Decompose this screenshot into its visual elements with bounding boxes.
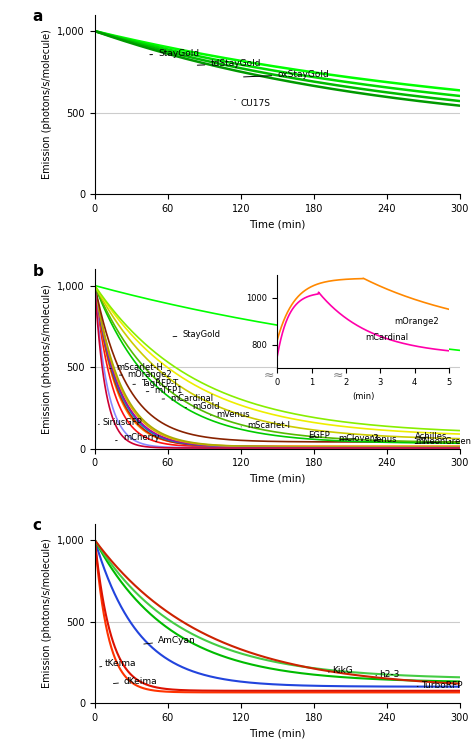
Text: TurboRFP: TurboRFP: [417, 681, 462, 690]
Text: tKeima: tKeima: [100, 659, 136, 668]
Text: Achilles: Achilles: [415, 432, 447, 441]
X-axis label: Time (min): Time (min): [249, 728, 305, 739]
Text: AmCyan: AmCyan: [144, 636, 196, 645]
Text: CU17S: CU17S: [235, 99, 271, 108]
Text: tdStayGold: tdStayGold: [197, 59, 261, 68]
Text: dKeima: dKeima: [113, 676, 158, 685]
Text: StayGold: StayGold: [173, 330, 220, 339]
Y-axis label: Emission (photons/s/molecule): Emission (photons/s/molecule): [42, 284, 52, 434]
Text: Venus: Venus: [372, 435, 398, 444]
Text: a: a: [33, 10, 43, 24]
Text: SiriusGFP: SiriusGFP: [99, 418, 142, 427]
Text: b: b: [33, 264, 44, 279]
Text: mOrange2: mOrange2: [119, 370, 172, 379]
X-axis label: Time (min): Time (min): [249, 474, 305, 484]
Text: c: c: [33, 519, 42, 534]
Text: TagRFP-T: TagRFP-T: [133, 379, 178, 388]
Text: h2-3: h2-3: [376, 670, 400, 679]
Text: mClover3: mClover3: [338, 434, 379, 443]
Text: EGFP: EGFP: [308, 431, 329, 440]
Text: KikG: KikG: [328, 666, 353, 675]
Text: mGold: mGold: [185, 402, 219, 411]
Text: mNeonGreen: mNeonGreen: [415, 437, 471, 446]
Text: mCherry: mCherry: [116, 434, 159, 443]
Text: mVenus: mVenus: [211, 410, 250, 419]
Text: StayGold: StayGold: [150, 50, 199, 58]
Text: mScarlet-I: mScarlet-I: [241, 421, 290, 430]
X-axis label: Time (min): Time (min): [249, 219, 305, 229]
Text: mScarlet-H: mScarlet-H: [110, 363, 164, 372]
Text: oxStayGold: oxStayGold: [244, 70, 329, 78]
Text: mCardinal: mCardinal: [162, 394, 213, 403]
Text: mTFP1: mTFP1: [146, 386, 183, 395]
Y-axis label: Emission (photons/s/molecule): Emission (photons/s/molecule): [42, 539, 52, 688]
Y-axis label: Emission (photons/s/molecule): Emission (photons/s/molecule): [42, 30, 52, 179]
